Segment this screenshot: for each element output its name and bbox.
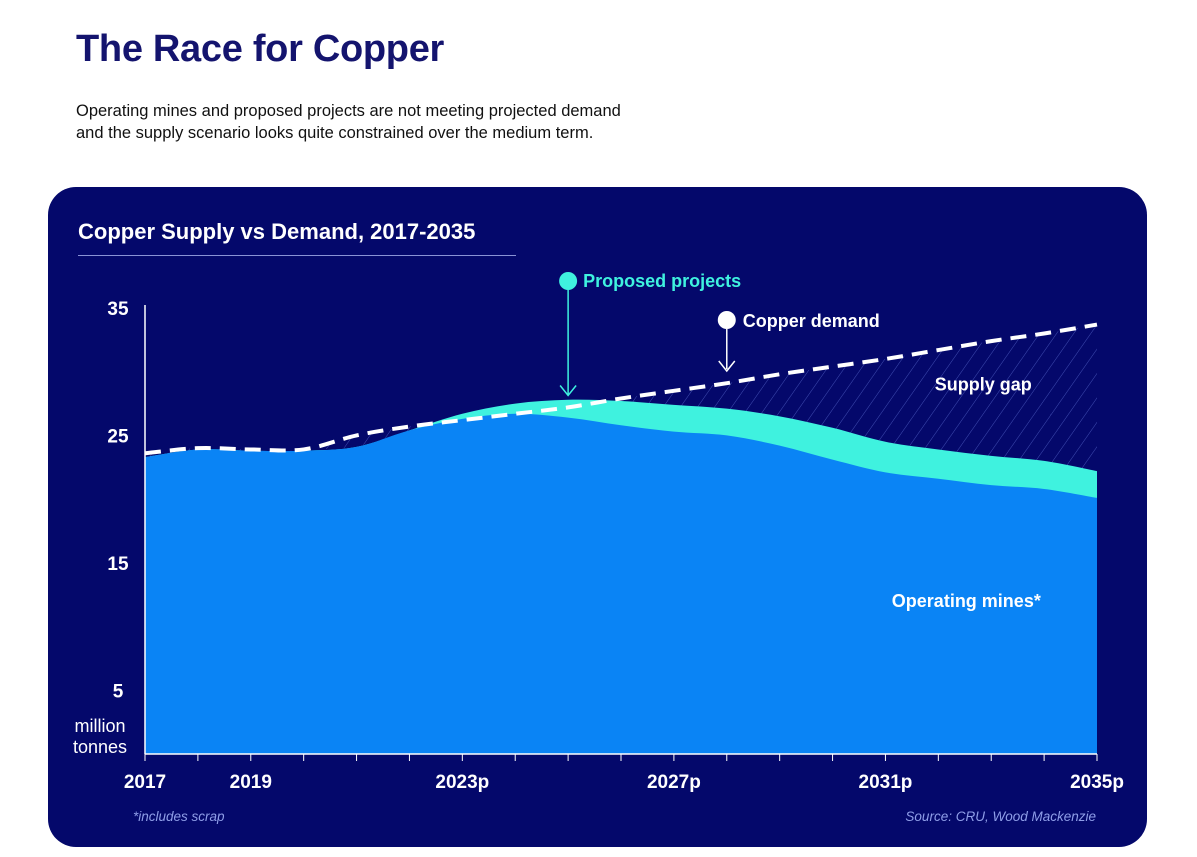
copper-demand-label: Copper demand: [743, 311, 880, 331]
proposed-projects-arrowhead: [559, 385, 577, 397]
demand-series: [144, 322, 1098, 456]
copper-demand-line: [144, 322, 1098, 456]
page-title: The Race for Copper: [76, 28, 445, 70]
source-note: Source: CRU, Wood Mackenzie: [905, 809, 1096, 824]
y-tick-label: 25: [107, 426, 129, 447]
y-tick-label: 35: [107, 299, 129, 320]
operating-mines-area: [145, 413, 1097, 754]
supply-gap-label: Supply gap: [935, 374, 1032, 394]
x-tick-label: 2031p: [859, 772, 913, 793]
copper-demand-arrowhead: [718, 360, 736, 373]
page-subtitle: Operating mines and proposed projects ar…: [76, 100, 716, 144]
footnote: *includes scrap: [133, 809, 225, 824]
x-tick-label: 2019: [230, 772, 272, 793]
y-tick-label: 5: [113, 681, 124, 702]
proposed-projects-label: Proposed projects: [583, 271, 741, 291]
chart-areas: [145, 324, 1097, 754]
y-tick-label: 15: [107, 554, 129, 575]
operating-mines-label: Operating mines*: [892, 591, 1041, 611]
x-tick-label: 2035p: [1070, 772, 1124, 793]
proposed-projects-marker: [559, 272, 578, 290]
chart-panel: 5 15 25 35 million tonnes 2017 2019 2023p 2027p 20…: [48, 187, 1147, 847]
chart-title: Copper Supply vs Demand, 2017-2035: [78, 219, 516, 256]
y-axis-label-line-2: tonnes: [73, 737, 127, 757]
x-tick-label: 2027p: [647, 772, 701, 793]
y-axis-label-line-1: million: [74, 716, 125, 736]
x-tick-label: 2023p: [435, 772, 489, 793]
subtitle-line-2: and the supply scenario looks quite cons…: [76, 124, 594, 142]
supply-gap-hatch: [145, 324, 1097, 472]
copper-demand-marker: [717, 311, 736, 329]
x-tick-label: 2017: [124, 772, 166, 793]
subtitle-line-1: Operating mines and proposed projects ar…: [76, 102, 621, 120]
